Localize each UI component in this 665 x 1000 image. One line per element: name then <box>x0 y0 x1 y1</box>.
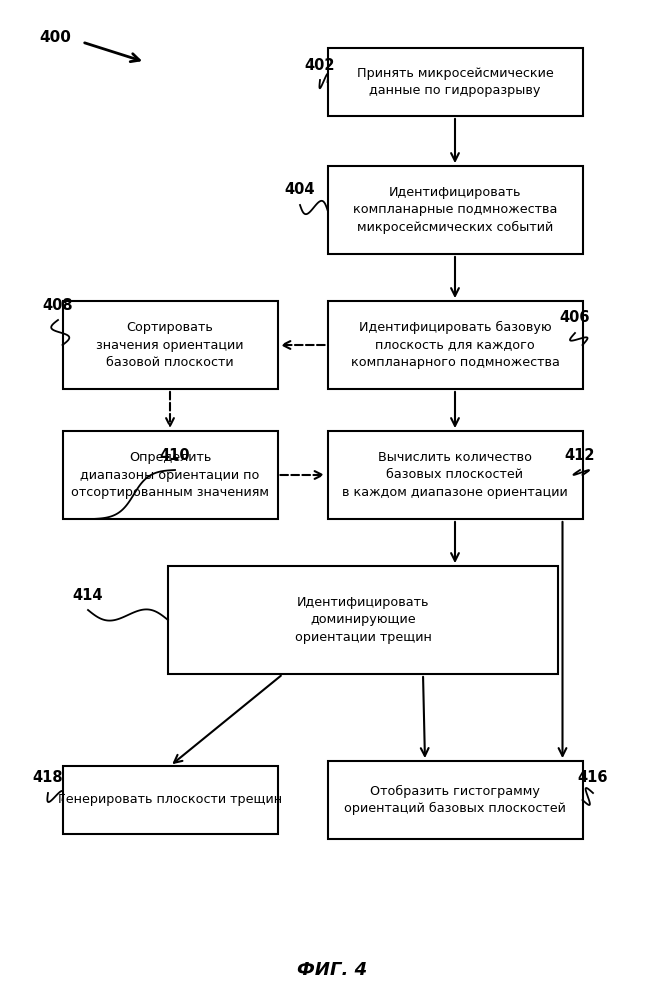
Text: 400: 400 <box>39 30 71 45</box>
Text: ФИГ. 4: ФИГ. 4 <box>297 961 367 979</box>
Text: Сортировать
значения ориентации
базовой плоскости: Сортировать значения ориентации базовой … <box>96 321 244 369</box>
FancyBboxPatch shape <box>63 301 277 389</box>
FancyBboxPatch shape <box>63 431 277 519</box>
Text: Идентифицировать
доминирующие
ориентации трещин: Идентифицировать доминирующие ориентации… <box>295 596 432 644</box>
Text: 412: 412 <box>565 448 595 462</box>
Text: 408: 408 <box>43 298 73 312</box>
FancyBboxPatch shape <box>327 301 583 389</box>
Text: 416: 416 <box>578 770 608 786</box>
Text: Генерировать плоскости трещин: Генерировать плоскости трещин <box>58 794 282 806</box>
Text: Принять микросейсмические
данные по гидроразрыву: Принять микросейсмические данные по гидр… <box>356 67 553 97</box>
FancyBboxPatch shape <box>327 48 583 116</box>
Text: 414: 414 <box>72 587 103 602</box>
FancyBboxPatch shape <box>327 761 583 839</box>
Text: 406: 406 <box>560 310 591 326</box>
Text: 418: 418 <box>33 770 63 786</box>
FancyBboxPatch shape <box>63 766 277 834</box>
Text: Идентифицировать базовую
плоскость для каждого
компланарного подмножества: Идентифицировать базовую плоскость для к… <box>350 321 559 369</box>
Text: 402: 402 <box>305 57 335 73</box>
Text: Отобразить гистограмму
ориентаций базовых плоскостей: Отобразить гистограмму ориентаций базовы… <box>344 785 566 815</box>
Text: Вычислить количество
базовых плоскостей
в каждом диапазоне ориентации: Вычислить количество базовых плоскостей … <box>342 451 568 499</box>
FancyBboxPatch shape <box>327 166 583 254</box>
Text: 404: 404 <box>285 182 315 198</box>
Text: 410: 410 <box>160 448 190 462</box>
Text: Определить
диапазоны ориентации по
отсортированным значениям: Определить диапазоны ориентации по отсор… <box>71 451 269 499</box>
FancyBboxPatch shape <box>327 431 583 519</box>
Text: Идентифицировать
компланарные подмножества
микросейсмических событий: Идентифицировать компланарные подмножест… <box>353 186 557 234</box>
FancyBboxPatch shape <box>168 566 558 674</box>
